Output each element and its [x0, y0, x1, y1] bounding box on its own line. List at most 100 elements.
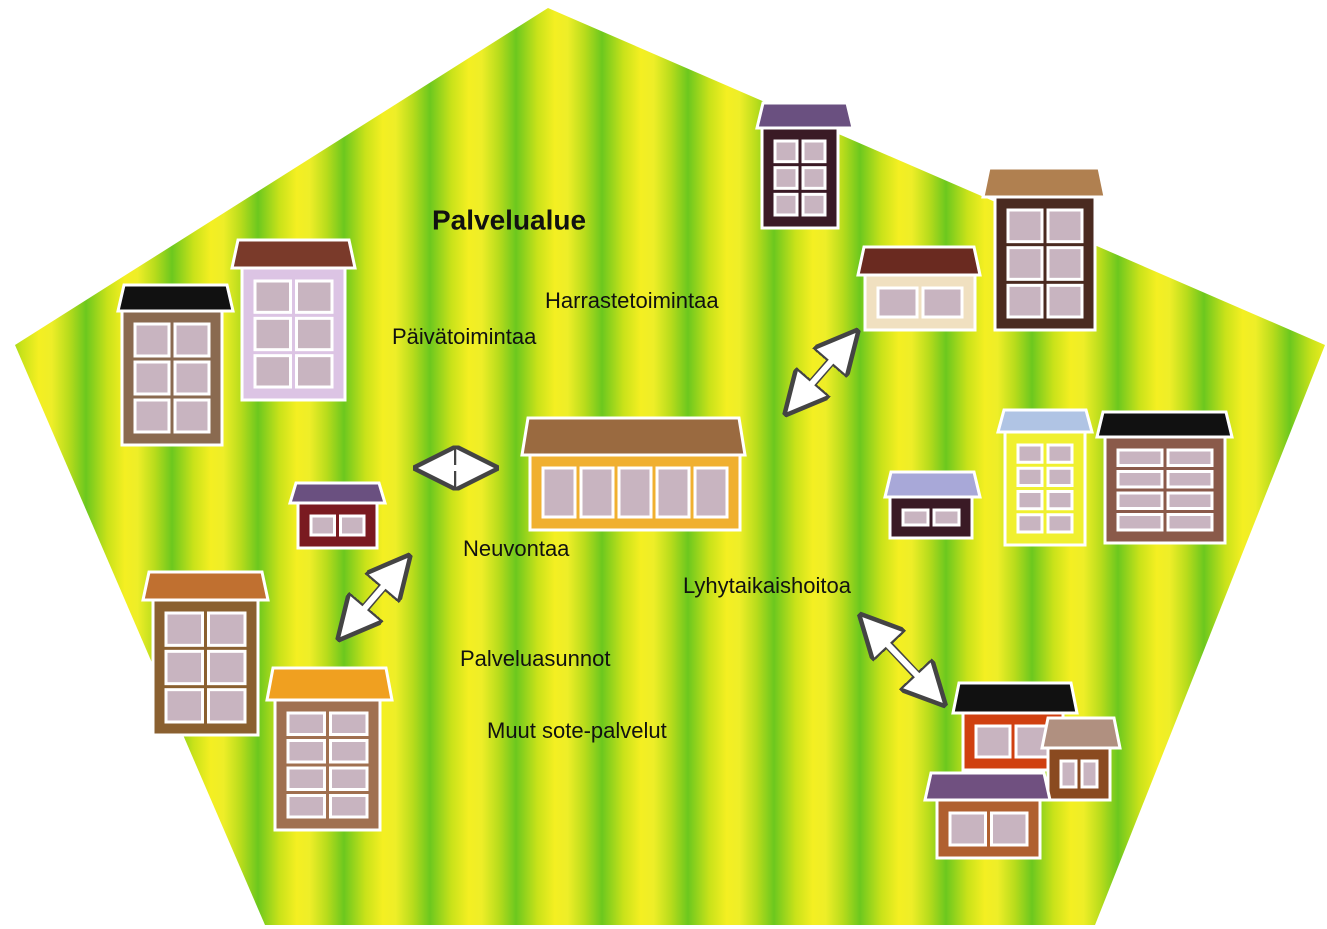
house-window — [1048, 210, 1082, 242]
service-label: Muut sote-palvelut — [487, 718, 667, 743]
house — [858, 247, 980, 330]
house — [118, 285, 233, 445]
house — [885, 472, 980, 538]
house-window — [1118, 450, 1162, 466]
house-window — [992, 813, 1028, 845]
house — [232, 240, 355, 400]
house — [1042, 718, 1120, 800]
house-window — [175, 400, 209, 432]
house-window — [1008, 248, 1042, 280]
service-label: Päivätoimintaa — [392, 324, 537, 349]
house — [998, 410, 1092, 545]
house-window — [175, 324, 209, 356]
service-label: Neuvontaa — [463, 536, 570, 561]
house-window — [1048, 515, 1072, 532]
house-window — [803, 194, 825, 215]
house-window — [331, 741, 368, 763]
house-window — [903, 510, 928, 525]
house-roof — [998, 410, 1092, 432]
house-window — [288, 768, 325, 790]
house-window — [1008, 210, 1042, 242]
house — [143, 572, 268, 735]
service-label: Palveluasunnot — [460, 646, 610, 671]
house — [757, 103, 853, 228]
house-roof — [925, 773, 1050, 800]
house-roof — [143, 572, 268, 600]
service-label: Harrastetoimintaa — [545, 288, 719, 313]
house-window — [1168, 515, 1212, 531]
house-window — [803, 168, 825, 189]
house-window — [166, 651, 203, 683]
house-window — [331, 768, 368, 790]
house-roof — [858, 247, 980, 275]
house-window — [803, 141, 825, 162]
house-window — [1061, 761, 1076, 787]
house-window — [135, 324, 169, 356]
house-window — [341, 516, 365, 535]
house-window — [135, 362, 169, 394]
house-window — [1168, 450, 1212, 466]
house-window — [695, 468, 727, 517]
house-window — [1048, 248, 1082, 280]
house-roof — [953, 683, 1077, 713]
house-roof — [983, 168, 1105, 197]
area-title: Palvelualue — [432, 204, 586, 235]
house-window — [1118, 493, 1162, 509]
house-window — [166, 690, 203, 722]
service-label: Lyhytaikaishoitoa — [683, 573, 852, 598]
house-window — [288, 713, 325, 735]
house-window — [255, 318, 291, 349]
house-roof — [118, 285, 233, 311]
house-window — [657, 468, 689, 517]
house — [983, 168, 1105, 330]
house-window — [175, 362, 209, 394]
house — [267, 668, 392, 830]
house-body — [1048, 748, 1110, 800]
house-window — [288, 741, 325, 763]
house-window — [255, 281, 291, 312]
house-window — [775, 194, 797, 215]
house-window — [255, 356, 291, 387]
house-window — [288, 796, 325, 818]
house-window — [209, 651, 246, 683]
house-window — [619, 468, 651, 517]
house-window — [1018, 468, 1042, 485]
house-window — [775, 141, 797, 162]
page: {"title": "Palvelualue", "labels": ["Har… — [0, 0, 1327, 929]
house-window — [297, 281, 333, 312]
house-window — [775, 168, 797, 189]
house — [290, 483, 385, 548]
house-window — [1048, 285, 1082, 317]
house-roof — [290, 483, 385, 503]
house-roof — [1097, 412, 1232, 437]
house-window — [166, 613, 203, 645]
house-window — [1048, 445, 1072, 462]
house-window — [976, 726, 1010, 757]
house-window — [1008, 285, 1042, 317]
house-window — [331, 796, 368, 818]
house-window — [923, 288, 962, 317]
house — [1097, 412, 1232, 543]
house-window — [1168, 493, 1212, 509]
house — [522, 418, 745, 530]
house-window — [1018, 492, 1042, 509]
house-window — [934, 510, 959, 525]
service-area-diagram: Palvelualue Harrastetoimintaa Päivätoimi… — [0, 0, 1327, 929]
house-window — [331, 713, 368, 735]
house-window — [1048, 492, 1072, 509]
house-window — [543, 468, 575, 517]
house-window — [581, 468, 613, 517]
house-roof — [522, 418, 745, 455]
house-roof — [232, 240, 355, 268]
house-window — [1048, 468, 1072, 485]
house-body — [762, 128, 838, 228]
house-window — [297, 318, 333, 349]
house-roof — [885, 472, 980, 497]
house-window — [1118, 515, 1162, 531]
house-window — [135, 400, 169, 432]
house-window — [1018, 515, 1042, 532]
house-window — [950, 813, 986, 845]
house-window — [1018, 445, 1042, 462]
house-window — [1118, 472, 1162, 488]
house-window — [1168, 472, 1212, 488]
